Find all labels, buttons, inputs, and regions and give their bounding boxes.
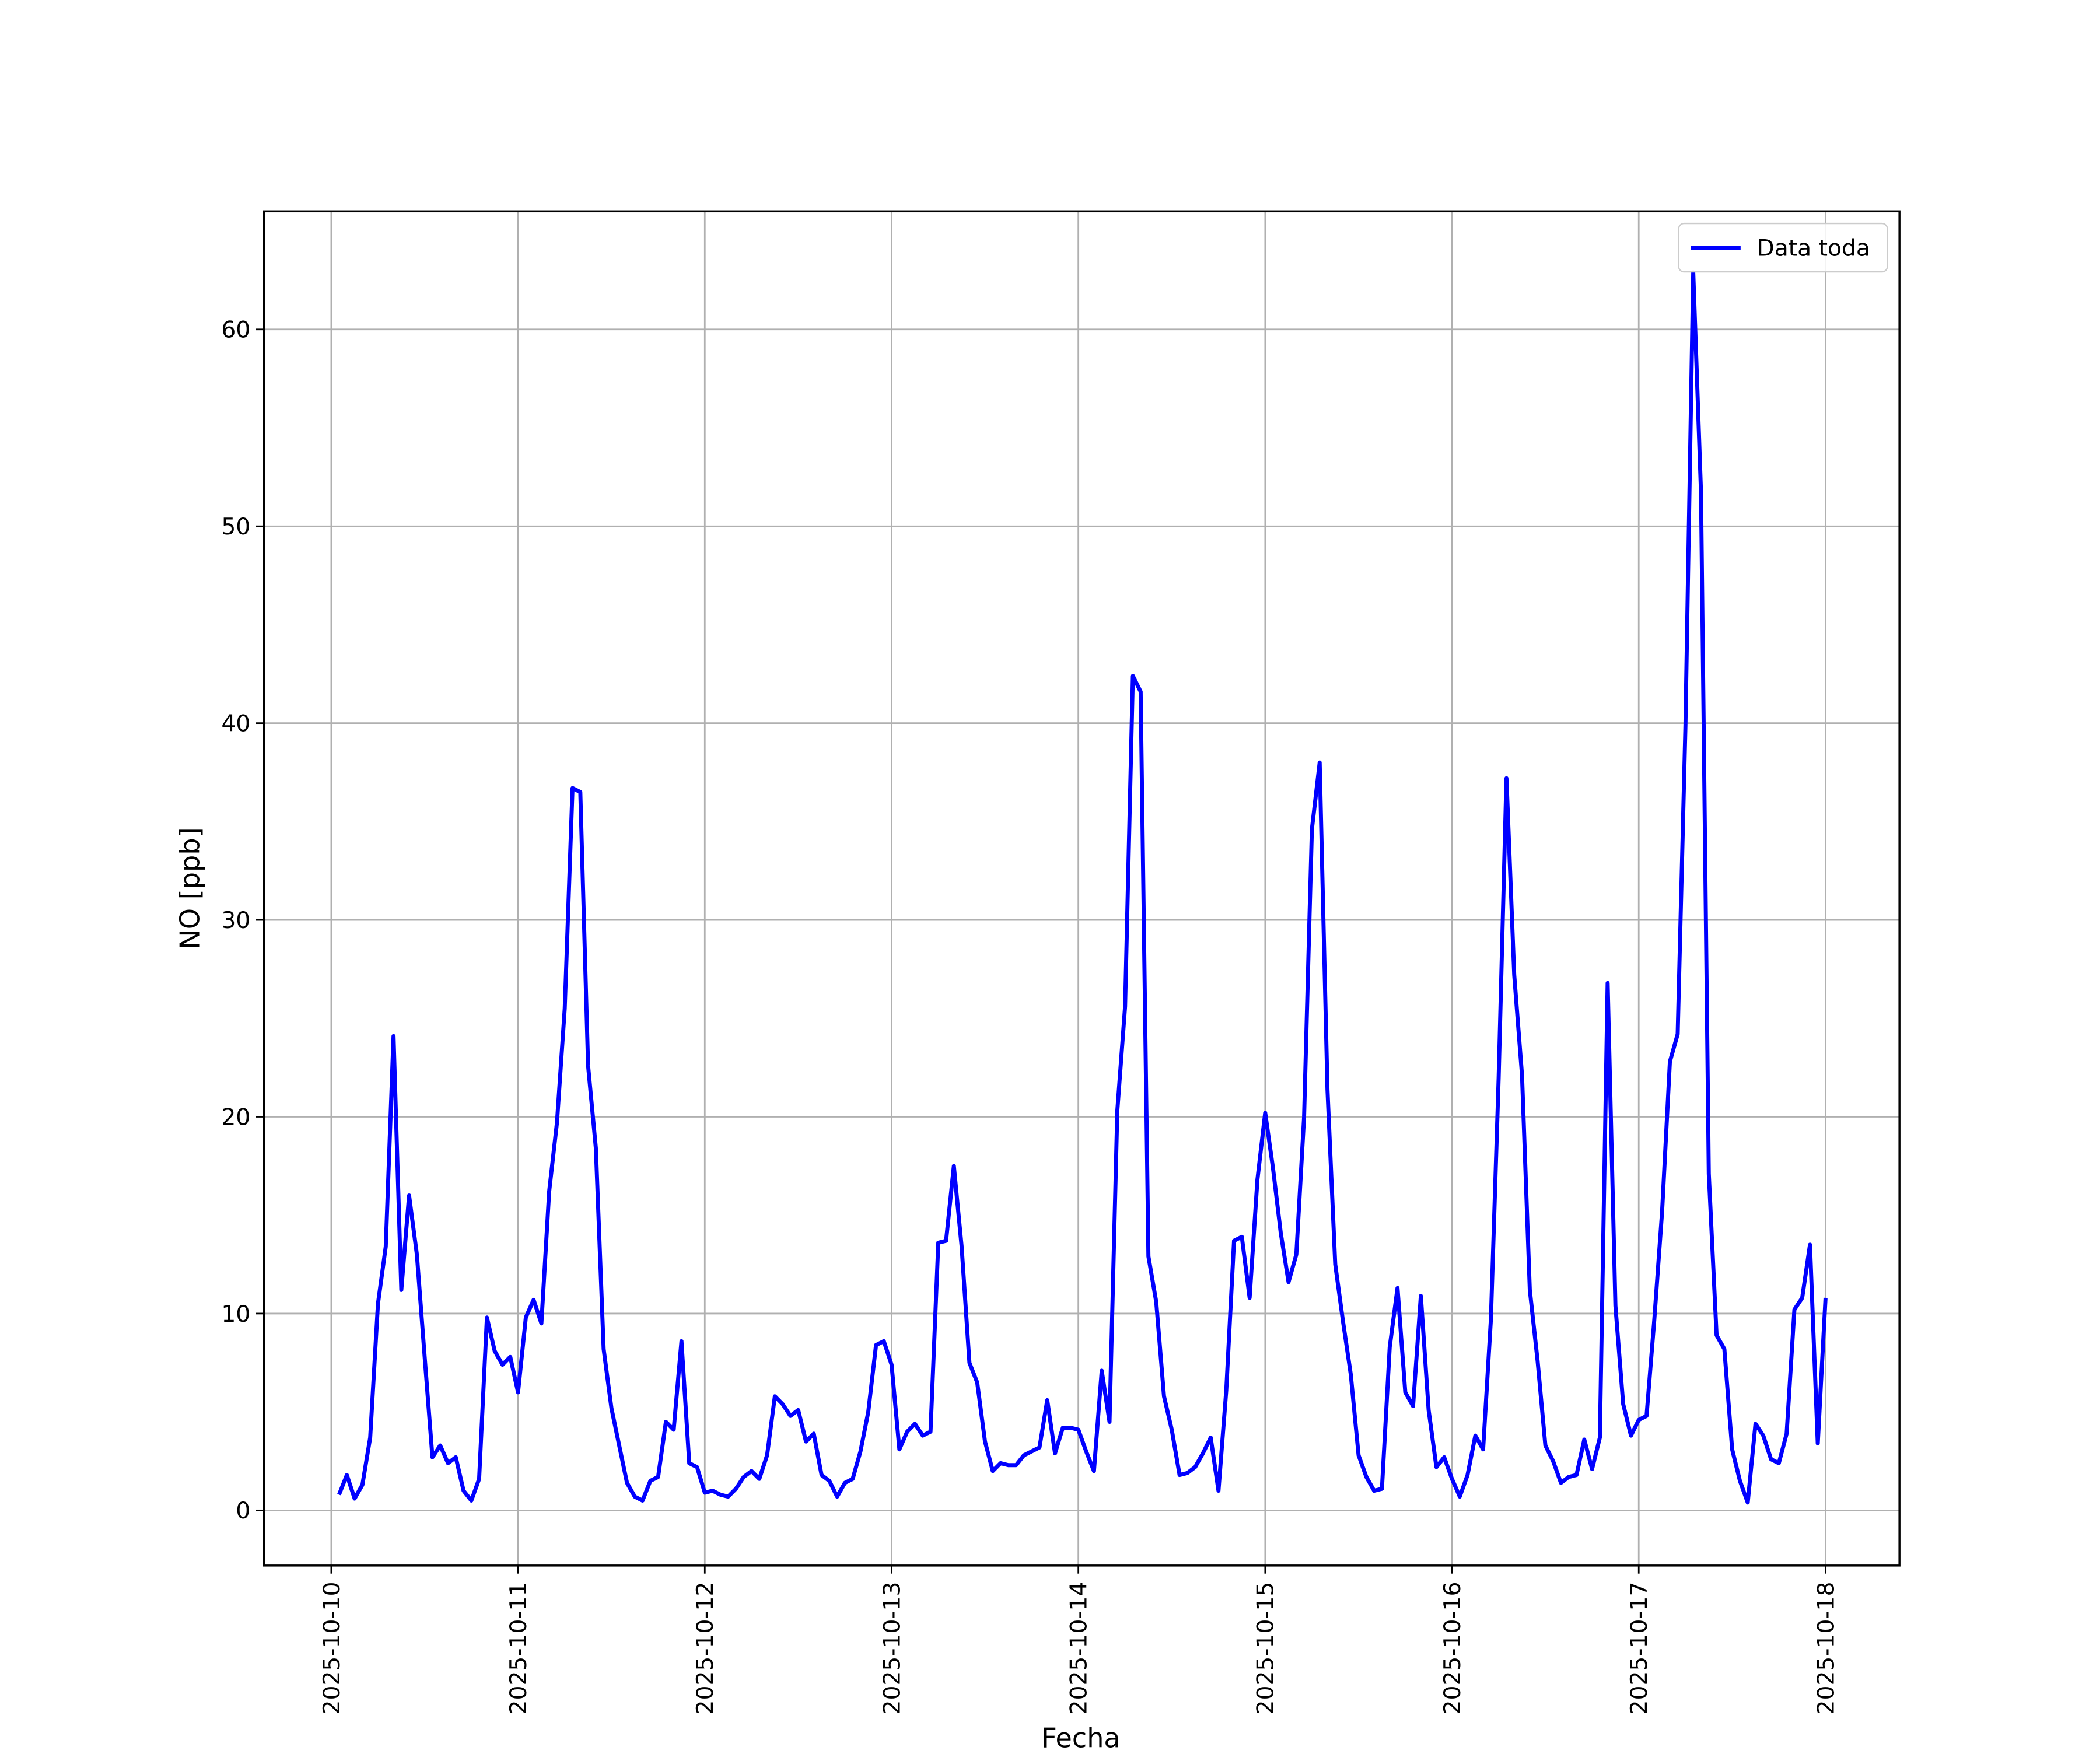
y-tick-label: 40 [221, 710, 250, 737]
y-tick-label: 30 [221, 908, 250, 934]
x-tick-label: 2025-10-11 [506, 1582, 532, 1715]
x-tick-label: 2025-10-13 [879, 1582, 905, 1715]
legend-label: Data toda [1757, 235, 1870, 261]
x-axis-label: Fecha [1041, 1722, 1120, 1750]
y-tick-label: 10 [221, 1301, 250, 1328]
plot-frame [262, 210, 1901, 1567]
y-tick-label: 50 [221, 514, 250, 540]
y-tick-label: 60 [221, 317, 250, 344]
x-tick-label: 2025-10-15 [1253, 1582, 1279, 1715]
x-tick-label: 2025-10-12 [692, 1582, 719, 1715]
x-tick-label: 2025-10-16 [1440, 1582, 1466, 1715]
x-tick-label: 2025-10-14 [1066, 1582, 1093, 1715]
y-tick-label: 0 [236, 1498, 250, 1524]
x-tick-label: 2025-10-18 [1813, 1582, 1839, 1715]
y-tick-label: 20 [221, 1104, 250, 1130]
y-axis-label: NO [ppb] [174, 827, 206, 949]
legend-box [1678, 222, 1888, 273]
data-line [337, 270, 1828, 1505]
x-tick-label: 2025-10-10 [319, 1582, 345, 1715]
x-tick-label: 2025-10-17 [1626, 1582, 1653, 1715]
